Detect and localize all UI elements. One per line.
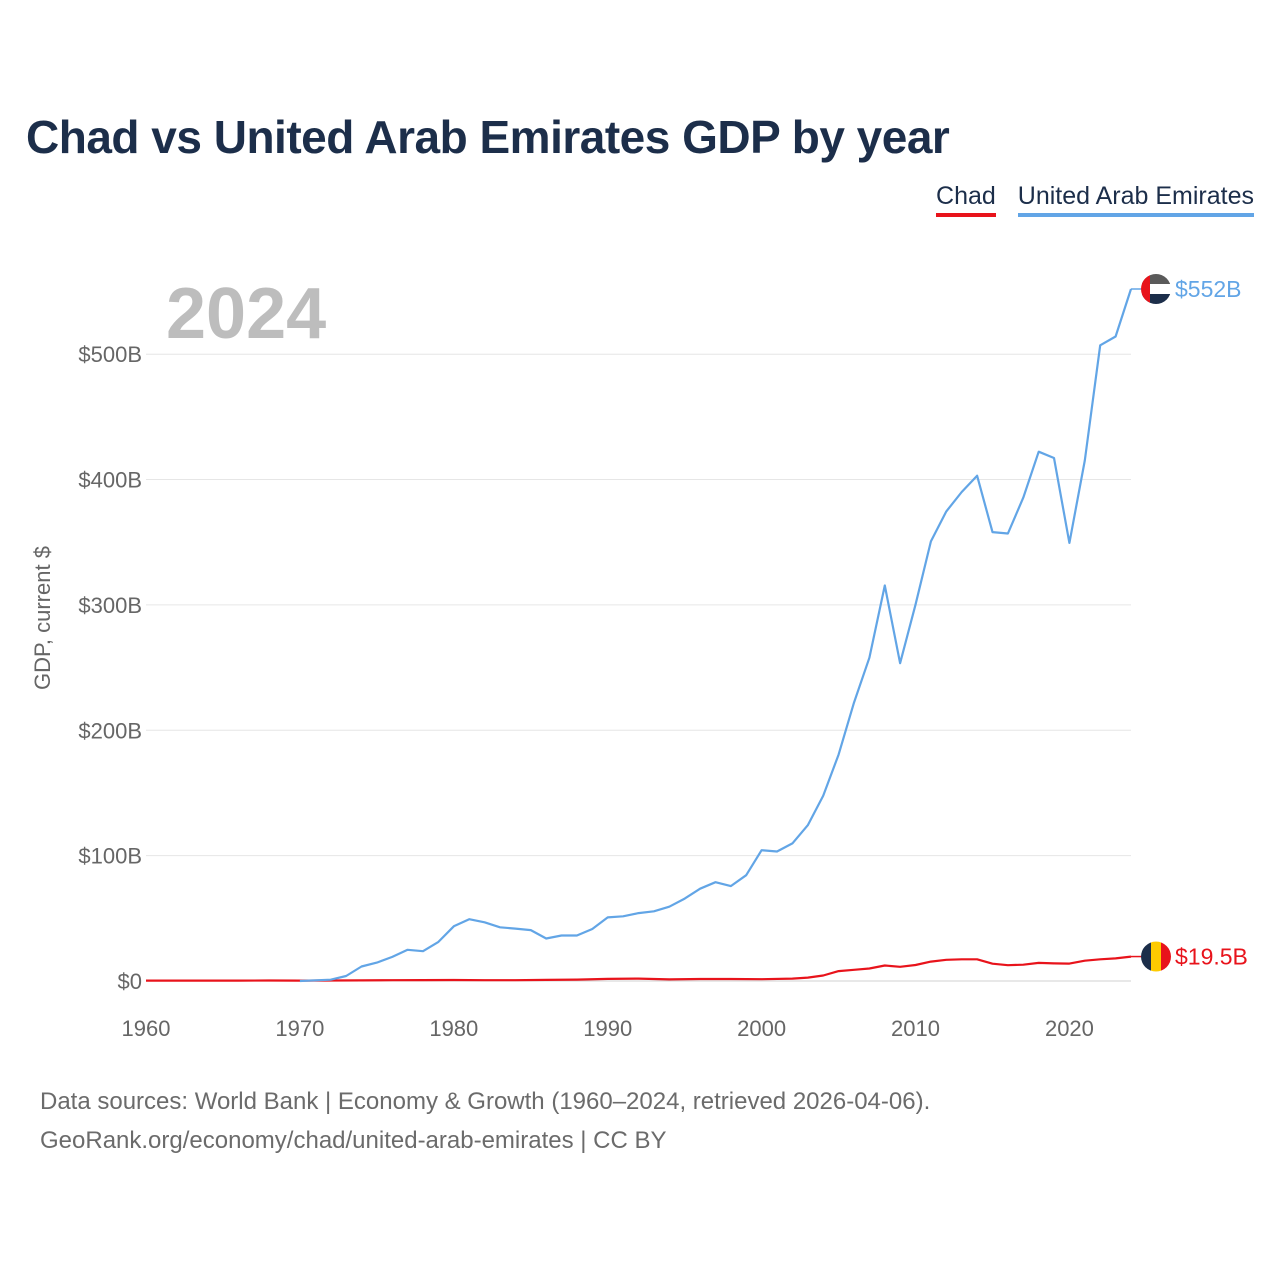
x-tick-label: 1960 bbox=[122, 1016, 171, 1041]
end-value-label: $552B bbox=[1175, 276, 1242, 302]
x-tick-label: 1970 bbox=[275, 1016, 324, 1041]
legend-item-chad[interactable]: Chad bbox=[936, 182, 996, 217]
y-tick-label: $100B bbox=[78, 844, 142, 869]
x-tick-label: 1990 bbox=[583, 1016, 632, 1041]
chart-title: Chad vs United Arab Emirates GDP by year bbox=[26, 111, 950, 163]
y-tick-label: $400B bbox=[78, 468, 142, 493]
x-tick-label: 1980 bbox=[429, 1016, 478, 1041]
flag-uae-icon bbox=[1141, 274, 1171, 304]
x-tick-label: 2010 bbox=[891, 1016, 940, 1041]
y-tick-label: $200B bbox=[78, 718, 142, 743]
source-note: Data sources: World Bank | Economy & Gro… bbox=[40, 1082, 930, 1160]
legend: Chad United Arab Emirates bbox=[936, 182, 1254, 217]
series-line-chad bbox=[146, 955, 1132, 982]
gdp-line-chart: 2024 $0 $100B $200B $300B $400B $500B 1960 1970 1… bbox=[30, 274, 1248, 1041]
source-line-1: Data sources: World Bank | Economy & Gro… bbox=[40, 1088, 931, 1115]
x-tick-label: 2020 bbox=[1045, 1016, 1094, 1041]
series-line-united-arab-emirates bbox=[299, 288, 1133, 983]
y-axis-title: GDP, current $ bbox=[30, 546, 55, 690]
legend-item-uae[interactable]: United Arab Emirates bbox=[1017, 182, 1254, 217]
end-value-label: $19.5B bbox=[1175, 944, 1248, 970]
x-tick-label: 2000 bbox=[737, 1016, 786, 1041]
y-tick-label: $0 bbox=[118, 969, 142, 994]
year-label: 2024 bbox=[166, 274, 326, 354]
y-tick-label: $300B bbox=[78, 593, 142, 618]
source-line-2[interactable]: GeoRank.org/economy/chad/united-arab-emi… bbox=[40, 1127, 667, 1154]
y-tick-label: $500B bbox=[78, 342, 142, 367]
flag-chad-icon bbox=[1141, 941, 1171, 972]
